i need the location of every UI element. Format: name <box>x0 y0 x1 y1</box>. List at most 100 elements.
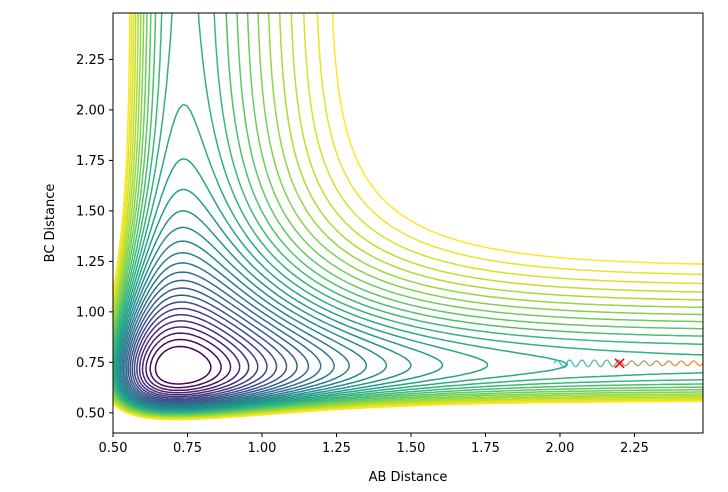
trajectory-segment <box>659 363 662 366</box>
contour-line <box>127 287 298 404</box>
trajectory-segment <box>570 360 572 362</box>
trajectory-segment <box>582 360 585 362</box>
trajectory-segment <box>601 364 604 366</box>
trajectory-segment <box>621 362 624 365</box>
x-axis: 0.50 0.75 1.00 1.25 1.50 1.75 2.00 2.25 <box>99 433 649 456</box>
trajectory-segment <box>559 361 561 364</box>
trajectory-segment <box>633 362 636 364</box>
trajectory-segment <box>652 362 654 365</box>
y-axis: 0.50 0.75 1.00 1.25 1.50 1.75 2.00 2.25 <box>76 53 113 421</box>
trajectory-segment <box>589 364 592 366</box>
trajectory-segment <box>595 360 597 362</box>
x-tick-label: 1.25 <box>322 441 351 456</box>
trajectory-segment <box>663 364 665 366</box>
trajectory-segment <box>644 360 647 363</box>
trajectory-segment <box>694 360 696 363</box>
trajectory-segment <box>670 361 672 364</box>
trajectory-segment <box>657 361 660 364</box>
trajectory-segment <box>683 362 686 365</box>
trajectory-segment <box>566 360 569 363</box>
contour-line <box>113 13 703 421</box>
trajectory-segment <box>627 362 630 365</box>
y-tick-label: 2.00 <box>76 103 105 118</box>
trajectory-segment <box>695 362 698 364</box>
trajectory-segment <box>608 360 610 363</box>
trajectory-segment <box>688 364 690 366</box>
trajectory-segment <box>628 361 631 364</box>
plot-frame <box>112 12 704 434</box>
x-tick-label: 1.75 <box>471 441 500 456</box>
trajectory-segment <box>645 361 647 364</box>
trajectory-segment <box>578 361 581 364</box>
trajectory-segment <box>572 364 575 366</box>
trajectory-segment <box>573 364 575 367</box>
contour-line <box>154 345 212 385</box>
y-axis-label: BC Distance <box>43 184 58 263</box>
trajectory-segment <box>570 360 573 363</box>
trajectory-segment <box>615 361 618 364</box>
trajectory-segment <box>671 362 674 365</box>
trajectory-segment <box>602 363 605 365</box>
trajectory-segment <box>583 361 586 364</box>
contour-line <box>113 13 703 418</box>
trajectory-segment <box>577 364 579 366</box>
trajectory-segment <box>608 361 611 364</box>
contour-line <box>145 332 232 392</box>
contour-line <box>124 271 322 406</box>
trajectory-segment <box>626 364 628 366</box>
trajectory-segment <box>628 362 630 364</box>
x-tick-label: 0.75 <box>173 441 202 456</box>
trajectory-segment <box>596 361 599 364</box>
trajectory-segment <box>585 364 588 367</box>
trajectory-segment <box>554 360 557 362</box>
trajectory-segment <box>558 360 561 363</box>
trajectory-segment <box>657 360 659 363</box>
trajectory-segment <box>665 362 667 364</box>
trajectory-segment <box>682 361 685 364</box>
marker-stroke <box>614 358 625 369</box>
trajectory-segment <box>576 364 579 367</box>
trajectory-segment <box>697 364 700 366</box>
x-tick-label: 2.25 <box>620 441 649 456</box>
trajectory-segment <box>591 360 594 362</box>
contour-line <box>113 13 703 414</box>
contour-line <box>116 210 412 411</box>
trajectory-segment <box>609 363 612 365</box>
trajectory-segment <box>596 363 599 365</box>
y-tick-label: 1.00 <box>76 305 105 320</box>
contour-line <box>138 320 250 396</box>
trajectory-segment <box>672 363 674 366</box>
trajectory-segment <box>678 361 680 364</box>
trajectory-segment <box>618 359 621 362</box>
trajectory-segment <box>700 364 703 366</box>
trajectory-segment <box>632 361 635 364</box>
trajectory-segment <box>677 362 679 365</box>
contour-line <box>113 13 703 417</box>
trajectory-segment <box>553 361 556 364</box>
trajectory <box>553 359 703 368</box>
trajectory-segment <box>597 364 600 366</box>
contour-line <box>121 251 350 408</box>
trajectory-segment <box>639 363 641 366</box>
trajectory-segment <box>651 364 653 366</box>
trajectory-segment <box>583 360 585 363</box>
trajectory-segment <box>614 364 617 366</box>
trajectory-segment <box>695 361 697 364</box>
trajectory-segment <box>559 363 562 365</box>
trajectory-segment <box>567 360 569 362</box>
y-tick-label: 1.75 <box>76 154 105 169</box>
contour-line <box>125 279 310 405</box>
contour-line <box>113 103 569 413</box>
trajectory-segment <box>685 364 687 366</box>
trajectory-segment <box>683 362 685 364</box>
trajectory-segment <box>604 360 607 362</box>
trajectory-segment <box>595 360 598 363</box>
contour-line <box>114 158 489 413</box>
contour-line <box>113 13 703 417</box>
trajectory-segment <box>678 360 681 363</box>
contour-line <box>136 313 259 398</box>
y-tick-label: 2.25 <box>76 53 105 68</box>
trajectory-segment <box>590 361 593 364</box>
contour-line <box>141 326 241 394</box>
trajectory-segment <box>591 360 594 363</box>
